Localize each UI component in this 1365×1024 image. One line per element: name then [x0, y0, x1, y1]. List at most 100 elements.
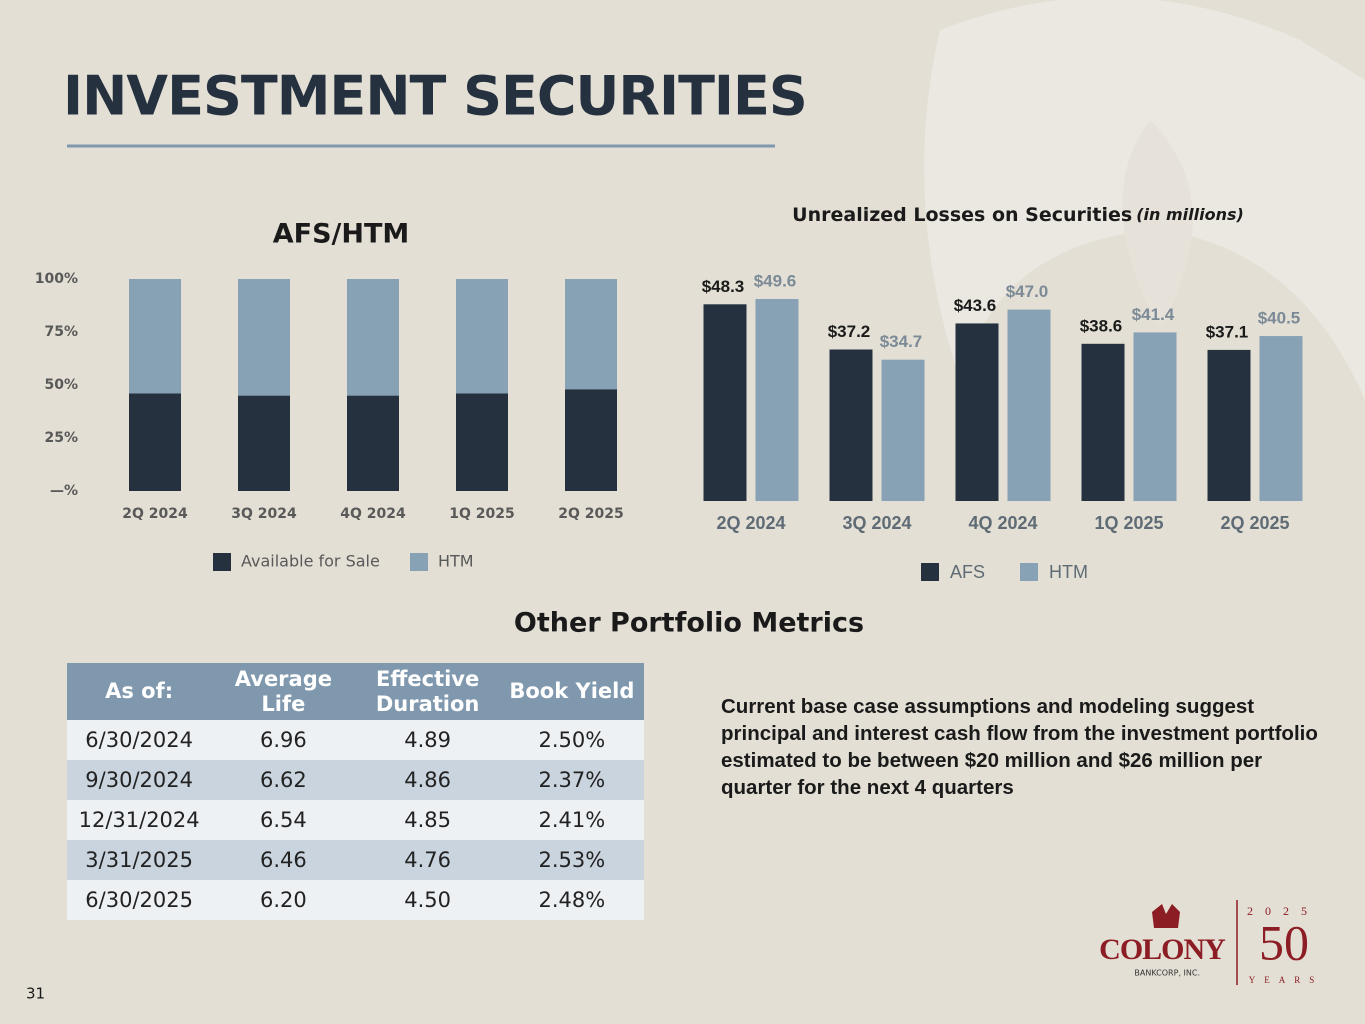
note: Current base case assumptions and modeli… [721, 695, 1318, 799]
bar [1133, 332, 1177, 501]
value-label: $34.7 [880, 332, 923, 351]
table-cell: 4.50 [355, 880, 500, 920]
x-tick-label: 2Q 2024 [122, 506, 188, 522]
x-tick-label: 3Q 2024 [842, 513, 911, 533]
logo-year: 2025 [1247, 904, 1319, 918]
y-tick-label: 75% [44, 324, 78, 340]
x-tick-label: 2Q 2025 [558, 506, 623, 522]
table-header: As of: Average Life Effective Duration Book… [67, 663, 644, 720]
bar [1259, 336, 1303, 501]
bar [703, 304, 747, 501]
bar-segment [565, 389, 617, 491]
bar [1007, 309, 1051, 501]
x-tick-label: 1Q 2025 [449, 506, 514, 522]
value-label: $40.5 [1258, 309, 1301, 328]
bar [755, 299, 799, 501]
logo-anniversary: 50 [1259, 914, 1309, 970]
bar-segment [456, 393, 508, 491]
bar-segment [238, 395, 290, 491]
table-cell: 2.41% [499, 800, 644, 840]
y-tick-label: 50% [44, 377, 78, 393]
bar-segment [347, 279, 399, 396]
bar-segment [129, 393, 181, 491]
table-row: 6/30/2025 6.20 4.50 2.48% [67, 880, 644, 920]
value-label: $37.1 [1206, 322, 1249, 341]
slide-title: INVESTMENT SECURITIES [63, 65, 807, 128]
bar [955, 323, 999, 501]
bar-segment [456, 279, 508, 394]
x-tick-label: 4Q 2024 [340, 506, 406, 522]
x-tick-label: 4Q 2024 [968, 513, 1037, 533]
table-cell: 6.46 [211, 840, 356, 880]
table-cell: 4.85 [355, 800, 500, 840]
bar [881, 359, 925, 501]
value-label: $41.4 [1132, 305, 1175, 324]
bar-segment [129, 279, 181, 394]
table-cell: 6.20 [211, 880, 356, 920]
table-cell: 2.53% [499, 840, 644, 880]
table-cell: 6/30/2025 [67, 880, 212, 920]
logo-icon [1152, 904, 1180, 928]
page-number: 31 [26, 985, 45, 1003]
bar-segment [347, 395, 399, 491]
table-cell: 6.54 [211, 800, 356, 840]
bar [829, 349, 873, 501]
legend-label: HTM [438, 552, 474, 571]
legend-swatch [410, 553, 428, 571]
legend-swatch [921, 563, 939, 581]
table-cell: 6.62 [211, 760, 356, 800]
chart-title-main: Unrealized Losses on Securities [792, 204, 1132, 226]
table-cell: 9/30/2024 [67, 760, 212, 800]
chart-subtitle: (in millions) [1136, 205, 1244, 224]
table-row: 12/31/2024 6.54 4.85 2.41% [67, 800, 644, 840]
table-cell: 4.76 [355, 840, 500, 880]
x-tick-label: 3Q 2024 [231, 506, 297, 522]
y-tick-label: 25% [44, 430, 78, 446]
legend-swatch [213, 553, 231, 571]
header-cell: Book Yield [499, 663, 644, 720]
header-cell: Average Life [211, 663, 356, 720]
background-ornament [924, 0, 1365, 400]
value-label: $49.6 [754, 271, 797, 290]
bar [1081, 343, 1125, 501]
x-tick-label: 2Q 2025 [1220, 513, 1289, 533]
legend-swatch [1020, 563, 1038, 581]
legend-label: HTM [1049, 562, 1088, 582]
metrics-table: As of: Average Life Effective Duration Book… [67, 663, 644, 920]
bar-segment [565, 279, 617, 390]
table-cell: 12/31/2024 [67, 800, 212, 840]
logo-sub: BANKCORP, INC. [1134, 969, 1200, 978]
header-cell: As of: [67, 663, 212, 720]
table-cell: 2.37% [499, 760, 644, 800]
logo-years: YEARS [1249, 975, 1324, 985]
legend-label: Available for Sale [241, 552, 380, 571]
value-label: $37.2 [828, 322, 871, 341]
x-tick-label: 2Q 2024 [716, 513, 785, 533]
table-row: 9/30/2024 6.62 4.86 2.37% [67, 760, 644, 800]
value-label: $43.6 [954, 296, 997, 315]
header-cell: Effective Duration [355, 663, 500, 720]
table-cell: 6/30/2024 [67, 720, 212, 760]
y-tick-label: 100% [35, 271, 78, 287]
x-tick-label: 1Q 2025 [1094, 513, 1163, 533]
table-row: 6/30/2024 6.96 4.89 2.50% [67, 720, 644, 760]
table-cell: 2.50% [499, 720, 644, 760]
table-cell: 6.96 [211, 720, 356, 760]
chart-title: Unrealized Losses on Securities (in milli… [792, 204, 1244, 226]
table-cell: 4.86 [355, 760, 500, 800]
value-label: $47.0 [1006, 282, 1049, 301]
value-label: $48.3 [702, 277, 745, 296]
logo: COLONY BANKCORP, INC. 2025 50 YEARS [1099, 900, 1324, 985]
value-label: $38.6 [1080, 316, 1123, 335]
table-cell: 2.48% [499, 880, 644, 920]
bar-segment [238, 279, 290, 396]
bar [1207, 349, 1251, 501]
y-tick-label: —% [50, 483, 78, 499]
table-cell: 3/31/2025 [67, 840, 212, 880]
chart-title: AFS/HTM [273, 219, 410, 250]
table-cell: 4.89 [355, 720, 500, 760]
section-title: Other Portfolio Metrics [514, 608, 864, 639]
legend-label: AFS [950, 562, 985, 582]
